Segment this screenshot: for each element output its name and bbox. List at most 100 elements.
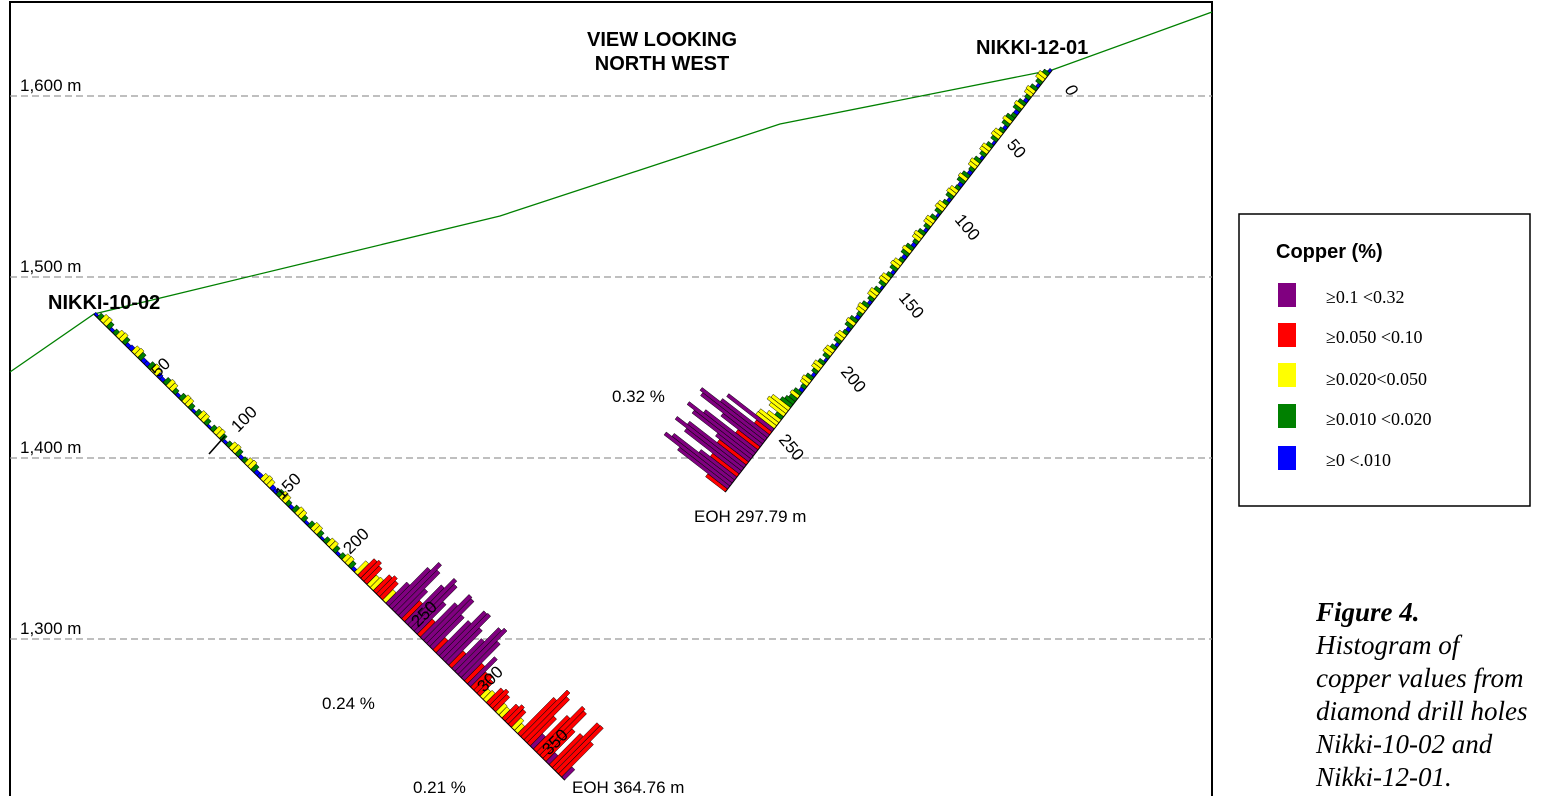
histogram-bar bbox=[360, 559, 382, 582]
histogram-bar bbox=[548, 733, 584, 768]
histogram-bar bbox=[169, 382, 179, 392]
histogram-bar bbox=[934, 202, 945, 212]
histogram-bar bbox=[413, 601, 447, 635]
histogram-bar bbox=[834, 332, 845, 342]
max-value-annotation: 0.21 % bbox=[413, 778, 466, 796]
eoh-label: EOH 364.76 m bbox=[572, 778, 684, 796]
histogram-bar bbox=[467, 656, 498, 687]
depth-label: 150 bbox=[895, 288, 928, 322]
histogram-bar bbox=[300, 514, 309, 523]
histogram-bar bbox=[410, 583, 458, 632]
histogram-bar bbox=[266, 479, 276, 489]
histogram-bar bbox=[216, 428, 226, 439]
histogram-bar bbox=[822, 347, 833, 357]
histogram-bar bbox=[344, 555, 355, 566]
legend-swatch bbox=[1278, 446, 1296, 470]
histogram-bar bbox=[674, 416, 745, 472]
histogram-bar bbox=[461, 640, 501, 681]
histogram-bar bbox=[857, 301, 868, 312]
histogram-bar bbox=[1025, 84, 1037, 95]
view-title-line2: NORTH WEST bbox=[595, 53, 729, 75]
legend-title: Copper (%) bbox=[1276, 241, 1383, 263]
topography-line bbox=[9, 11, 1213, 373]
histogram-bar bbox=[451, 638, 485, 672]
histogram-bar bbox=[889, 263, 899, 273]
depth-label: 100 bbox=[227, 402, 260, 435]
histogram-bar bbox=[901, 244, 913, 255]
max-value-annotation: 0.32 % bbox=[612, 387, 665, 406]
histogram-bar bbox=[934, 207, 943, 215]
depth-tick bbox=[208, 435, 226, 455]
histogram-bar bbox=[536, 705, 586, 756]
histogram-bar bbox=[683, 428, 742, 475]
histogram-bar bbox=[184, 397, 195, 408]
histogram-bar bbox=[495, 702, 508, 715]
histogram-bar bbox=[523, 696, 570, 743]
legend-swatch bbox=[1278, 404, 1296, 428]
histogram-bar bbox=[811, 367, 819, 375]
depth-label: 50 bbox=[147, 354, 174, 381]
histogram-bar bbox=[869, 286, 880, 297]
histogram-bar bbox=[445, 627, 483, 666]
histogram-bar bbox=[354, 560, 370, 576]
legend-label: ≥0.020<0.050 bbox=[1326, 369, 1427, 389]
histogram-bar bbox=[395, 569, 441, 616]
histogram-bar bbox=[1001, 119, 1011, 128]
histogram-bar bbox=[351, 566, 358, 573]
histogram-bar bbox=[520, 689, 571, 740]
histogram-bar bbox=[890, 259, 901, 270]
histogram-bar bbox=[473, 673, 494, 694]
histogram-bar bbox=[398, 588, 429, 619]
elevation-label: 1,400 m bbox=[20, 438, 81, 457]
histogram-bar bbox=[801, 374, 812, 384]
depth-label: 200 bbox=[837, 362, 870, 396]
histogram-bar bbox=[855, 305, 866, 315]
histogram-bar bbox=[968, 165, 976, 173]
histogram-bar bbox=[1035, 77, 1044, 86]
elevation-label: 1,600 m bbox=[20, 76, 81, 95]
histogram-bar bbox=[379, 580, 399, 601]
histogram-bar bbox=[1035, 73, 1046, 83]
histogram-bar bbox=[715, 432, 752, 463]
legend-swatch bbox=[1278, 363, 1296, 387]
histogram-bar bbox=[844, 320, 854, 330]
histogram-bar bbox=[332, 545, 341, 554]
histogram-bar bbox=[705, 473, 728, 493]
histogram-bar bbox=[504, 704, 525, 725]
histogram-bar bbox=[190, 408, 197, 414]
legend-label: ≥0.050 <0.10 bbox=[1326, 327, 1423, 347]
histogram-bar bbox=[699, 387, 768, 441]
histogram-bar bbox=[1023, 88, 1034, 98]
hole-nikki-10-02: NIKKI-10-02 50 100 150 200 250 300 350 0… bbox=[48, 292, 684, 796]
histogram-bar bbox=[269, 484, 277, 492]
histogram-bar bbox=[913, 229, 924, 239]
histogram-bar bbox=[878, 274, 889, 285]
histogram-bar bbox=[282, 494, 292, 504]
histogram-bar bbox=[957, 172, 969, 182]
histogram-bar bbox=[990, 130, 1001, 140]
histogram-bar bbox=[222, 438, 229, 445]
histogram-bar bbox=[181, 394, 192, 405]
histogram-bar bbox=[291, 504, 300, 514]
histogram-bar bbox=[900, 248, 910, 258]
histogram-bar bbox=[946, 187, 957, 197]
histogram-bar bbox=[912, 238, 920, 246]
histogram-bar bbox=[109, 327, 116, 333]
histogram-bar bbox=[969, 157, 980, 167]
figure-caption: Figure 4. Histogram of copper values fro… bbox=[1316, 596, 1538, 794]
elevation-grid bbox=[10, 95, 1212, 640]
copper-histogram-bars bbox=[93, 311, 604, 781]
histogram-bar bbox=[165, 378, 176, 389]
histogram-bar bbox=[1012, 103, 1022, 113]
histogram-bar bbox=[156, 372, 164, 380]
histogram-bar bbox=[720, 412, 763, 447]
histogram-bar bbox=[911, 233, 922, 243]
histogram-bar bbox=[979, 145, 990, 155]
histogram-bar bbox=[558, 741, 594, 778]
histogram-bar bbox=[561, 766, 576, 781]
histogram-bar bbox=[542, 728, 576, 762]
legend-label: ≥0.010 <0.020 bbox=[1326, 409, 1432, 429]
histogram-bar bbox=[294, 506, 305, 517]
depth-label: 250 bbox=[775, 430, 808, 464]
histogram-bar bbox=[448, 650, 467, 669]
